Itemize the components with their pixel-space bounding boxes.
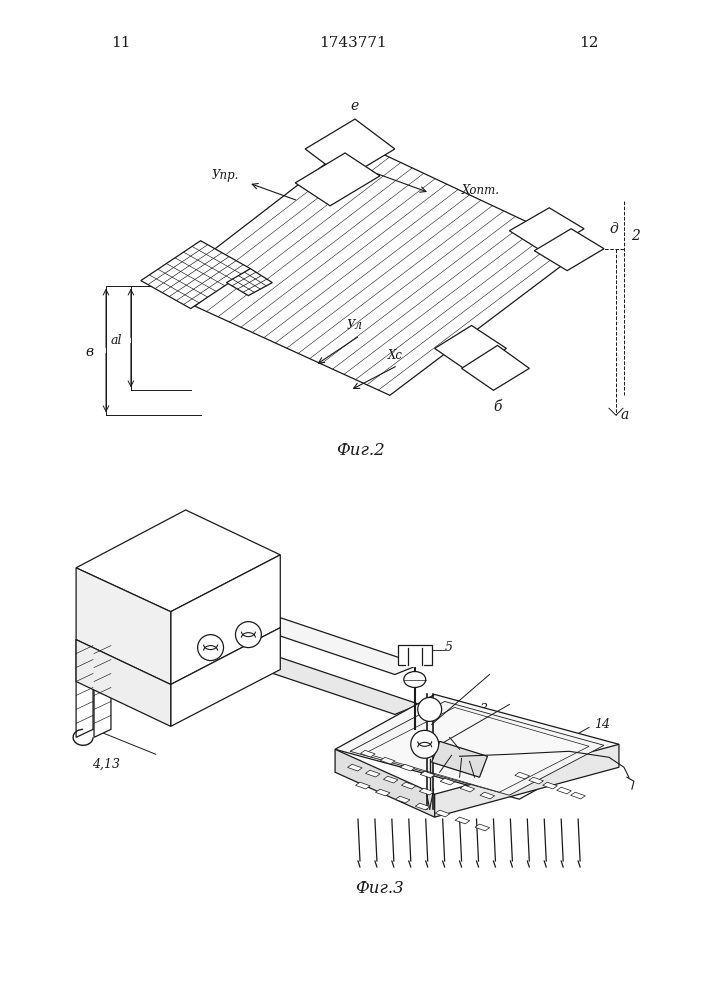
Polygon shape <box>475 824 490 831</box>
Polygon shape <box>529 777 544 784</box>
Polygon shape <box>420 771 435 778</box>
Polygon shape <box>296 153 380 206</box>
Polygon shape <box>170 628 280 726</box>
Polygon shape <box>160 141 584 395</box>
Polygon shape <box>255 658 420 714</box>
Polygon shape <box>170 555 280 684</box>
Text: а: а <box>621 408 629 422</box>
Polygon shape <box>509 208 584 253</box>
Text: 2: 2 <box>631 229 640 243</box>
Text: 1743771: 1743771 <box>319 36 387 50</box>
Polygon shape <box>436 810 450 817</box>
Polygon shape <box>435 744 619 817</box>
Polygon shape <box>515 772 530 779</box>
Polygon shape <box>76 568 170 684</box>
Polygon shape <box>402 782 416 789</box>
Polygon shape <box>348 764 362 771</box>
Circle shape <box>418 697 442 721</box>
Text: Фиг.3: Фиг.3 <box>356 880 404 897</box>
Polygon shape <box>141 241 250 309</box>
Polygon shape <box>460 785 474 792</box>
Polygon shape <box>400 764 415 771</box>
Text: 11: 11 <box>111 36 131 50</box>
Text: Фиг.2: Фиг.2 <box>336 442 385 459</box>
Polygon shape <box>398 645 432 665</box>
Polygon shape <box>366 770 380 777</box>
Text: Хопт.: Хопт. <box>462 184 500 197</box>
Polygon shape <box>94 632 111 737</box>
Polygon shape <box>455 817 469 824</box>
Polygon shape <box>432 741 487 777</box>
Polygon shape <box>395 796 410 803</box>
Circle shape <box>198 635 223 661</box>
Text: е: е <box>351 99 359 113</box>
Circle shape <box>235 622 262 648</box>
Polygon shape <box>435 325 506 372</box>
Text: б: б <box>493 400 502 414</box>
Polygon shape <box>255 618 280 668</box>
Circle shape <box>411 730 438 758</box>
Text: Хс: Хс <box>387 349 402 362</box>
Polygon shape <box>480 792 495 799</box>
Polygon shape <box>365 707 589 792</box>
Text: 14: 14 <box>594 718 610 731</box>
Text: Ул: Ул <box>347 319 363 332</box>
Polygon shape <box>335 749 435 817</box>
Polygon shape <box>571 792 585 799</box>
Text: 12: 12 <box>579 36 599 50</box>
Polygon shape <box>255 618 420 675</box>
Polygon shape <box>76 510 280 612</box>
Polygon shape <box>226 269 272 296</box>
Polygon shape <box>383 776 398 783</box>
Polygon shape <box>419 788 434 795</box>
Polygon shape <box>76 632 93 737</box>
Polygon shape <box>415 803 430 810</box>
Polygon shape <box>543 782 557 789</box>
Polygon shape <box>380 757 395 764</box>
Polygon shape <box>462 345 530 390</box>
Text: д: д <box>609 222 618 236</box>
Polygon shape <box>305 119 395 179</box>
Polygon shape <box>356 782 370 789</box>
Polygon shape <box>335 694 619 799</box>
Polygon shape <box>440 778 455 785</box>
Polygon shape <box>556 787 571 794</box>
Ellipse shape <box>404 672 426 687</box>
Polygon shape <box>76 640 170 726</box>
Text: аl: аl <box>110 334 122 347</box>
Text: в: в <box>85 345 93 359</box>
Text: 3: 3 <box>479 703 488 716</box>
Polygon shape <box>375 789 390 796</box>
Polygon shape <box>534 229 604 271</box>
Polygon shape <box>350 701 604 795</box>
Text: Упр.: Упр. <box>212 169 239 182</box>
Text: 4,13: 4,13 <box>92 758 120 771</box>
Polygon shape <box>361 750 375 757</box>
Text: 5: 5 <box>445 641 452 654</box>
